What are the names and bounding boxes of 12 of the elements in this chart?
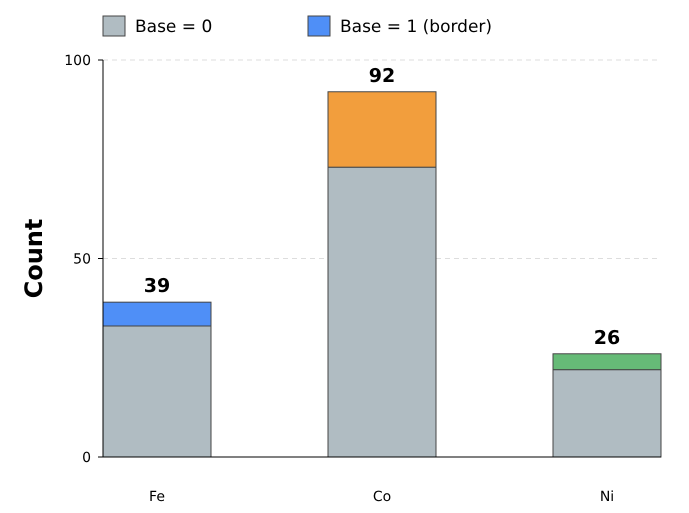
y-tick-label: 100 xyxy=(64,52,91,69)
total-label: 26 xyxy=(594,326,620,349)
legend-label: Base = 1 (border) xyxy=(340,16,492,37)
total-label: 39 xyxy=(144,275,170,298)
total-label: 92 xyxy=(368,64,396,87)
y-tick-label: 0 xyxy=(82,450,91,466)
x-tick-label: Ni xyxy=(600,489,614,505)
legend-label: Base = 0 xyxy=(135,16,212,37)
x-tick-label: Co xyxy=(372,489,392,505)
y-tick-label: 50 xyxy=(73,251,91,268)
x-tick-label: Fe xyxy=(149,489,165,505)
y-axis-title: Count xyxy=(20,218,48,298)
